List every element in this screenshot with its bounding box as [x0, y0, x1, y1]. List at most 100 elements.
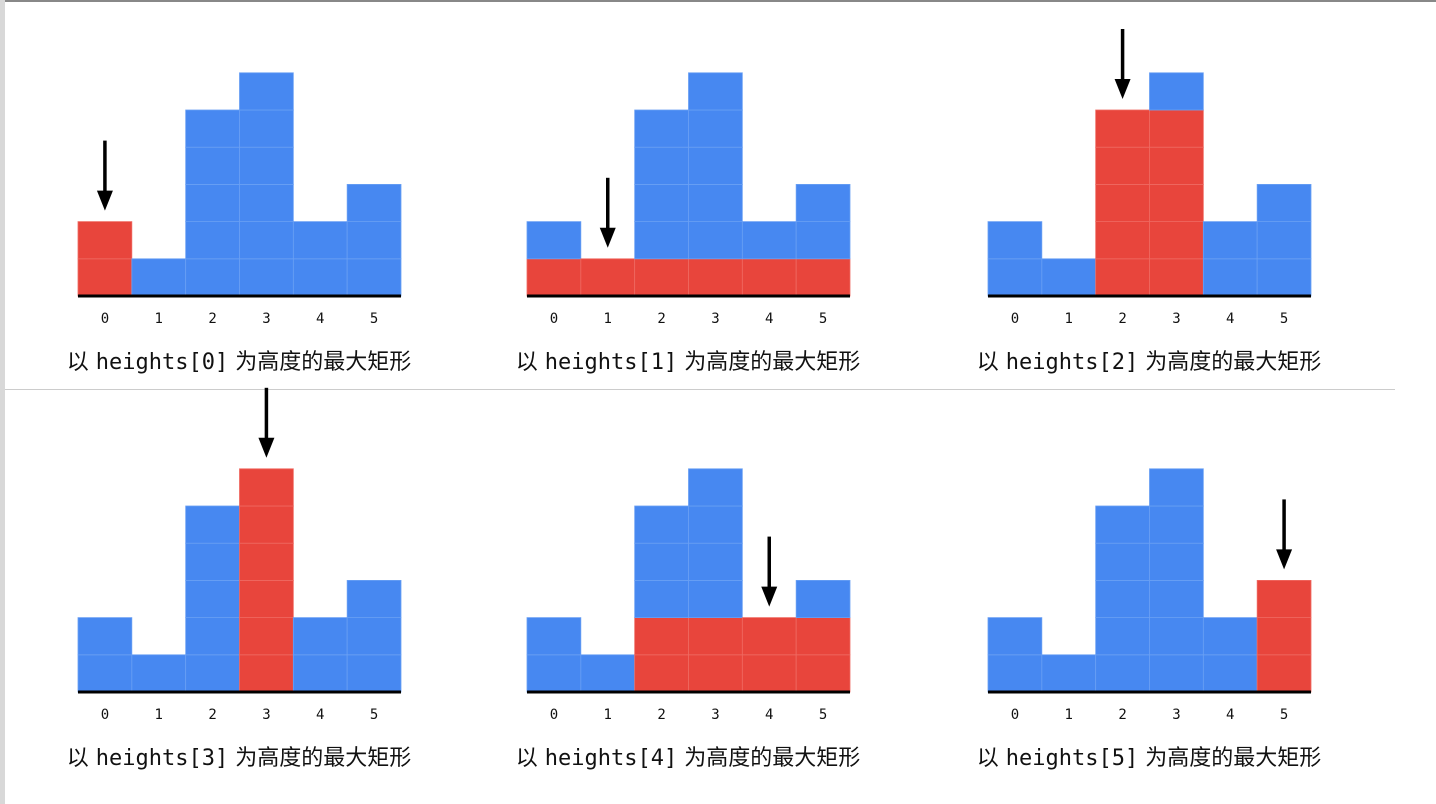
bar-cell — [77, 617, 133, 656]
bar-cell — [795, 183, 851, 222]
bar-cell — [292, 221, 348, 260]
bar-cell — [185, 617, 240, 656]
bar-cell — [1149, 542, 1204, 581]
caption-prefix: 以 — [976, 350, 1006, 375]
bar-cell — [987, 258, 1043, 297]
tick-label: 1 — [1065, 311, 1073, 327]
bar-cell — [634, 580, 689, 619]
bar-cell — [987, 654, 1043, 693]
tick-label: 4 — [316, 311, 324, 327]
caption-prefix: 以 — [66, 350, 96, 375]
highlight-cell — [1256, 654, 1312, 693]
bar-cell — [346, 580, 402, 619]
bar-cell — [526, 654, 582, 693]
bar-cell — [688, 542, 743, 581]
bar-cell — [1202, 617, 1258, 656]
bar-cell — [346, 183, 402, 222]
bar-cell — [688, 109, 743, 148]
panel-caption: 以 heights[0] 为高度的最大矩形 — [29, 344, 449, 376]
bar-cell — [239, 221, 294, 260]
bar-cell — [1041, 258, 1097, 297]
highlight-cell — [1095, 183, 1150, 222]
tick-label: 4 — [765, 311, 773, 327]
bar-cell — [987, 617, 1043, 656]
bar-cell — [1149, 72, 1204, 111]
panel-caption: 以 heights[3] 为高度的最大矩形 — [29, 740, 449, 772]
caption-prefix: 以 — [976, 746, 1006, 771]
highlight-cell — [580, 258, 636, 297]
bar-cell — [77, 654, 133, 693]
bar-cell — [634, 221, 689, 260]
highlight-cell — [77, 258, 133, 297]
bar-cell — [292, 617, 348, 656]
highlight-cell — [634, 617, 689, 656]
tick-label: 4 — [1226, 311, 1234, 327]
arrow-head-icon — [1276, 549, 1293, 570]
bar-cell — [987, 221, 1043, 260]
caption-prefix: 以 — [66, 746, 96, 771]
bar-cell — [1202, 654, 1258, 693]
highlight-cell — [688, 654, 743, 693]
bar-cell — [185, 109, 240, 148]
tick-label: 2 — [1118, 311, 1126, 327]
bar-cell — [688, 72, 743, 111]
caption-suffix: 为高度的最大矩形 — [677, 746, 861, 771]
highlight-cell — [1095, 109, 1150, 148]
bar-cell — [741, 221, 797, 260]
bar-cell — [634, 183, 689, 222]
bar-cell — [1149, 617, 1204, 656]
bar-cell — [688, 580, 743, 619]
highlight-cell — [1095, 146, 1150, 185]
highlight-cell — [795, 617, 851, 656]
tick-label: 0 — [1011, 707, 1019, 723]
highlight-cell — [1095, 221, 1150, 260]
highlight-cell — [239, 654, 294, 693]
bar-cell — [688, 505, 743, 544]
bar-cell — [239, 258, 294, 297]
bar-cell — [1202, 258, 1258, 297]
bar-cell — [688, 468, 743, 507]
bar-cell — [1095, 505, 1150, 544]
bar-cell — [185, 221, 240, 260]
bar-cell — [1149, 468, 1204, 507]
tick-label: 0 — [550, 707, 558, 723]
bar-cell — [185, 542, 240, 581]
tick-label: 2 — [657, 707, 665, 723]
tick-label: 1 — [155, 311, 163, 327]
bar-cell — [131, 258, 187, 297]
highlight-cell — [688, 617, 743, 656]
bar-cell — [185, 580, 240, 619]
tick-label: 2 — [1118, 707, 1126, 723]
tick-label: 3 — [711, 707, 719, 723]
highlight-cell — [795, 654, 851, 693]
tick-label: 1 — [1065, 707, 1073, 723]
bar-cell — [292, 258, 348, 297]
highlight-cell — [1149, 109, 1204, 148]
arrow-head-icon — [96, 190, 113, 211]
bar-cell — [634, 542, 689, 581]
highlight-cell — [239, 505, 294, 544]
highlight-cell — [1256, 617, 1312, 656]
tick-label: 4 — [1226, 707, 1234, 723]
bar-cell — [688, 183, 743, 222]
bar-cell — [1095, 617, 1150, 656]
highlight-cell — [526, 258, 582, 297]
bar-cell — [634, 505, 689, 544]
bar-cell — [688, 221, 743, 260]
bar-cell — [131, 654, 187, 693]
caption-suffix: 为高度的最大矩形 — [677, 350, 861, 375]
panel-caption: 以 heights[4] 为高度的最大矩形 — [478, 740, 898, 772]
arrow-head-icon — [1114, 79, 1131, 99]
bar-cell — [185, 654, 240, 693]
tick-label: 0 — [101, 707, 109, 723]
caption-suffix: 为高度的最大矩形 — [1138, 350, 1322, 375]
bar-cell — [526, 221, 582, 260]
tick-label: 3 — [262, 311, 270, 327]
tick-label: 2 — [208, 311, 216, 327]
left-window-edge — [0, 0, 5, 804]
panel-caption: 以 heights[2] 为高度的最大矩形 — [939, 344, 1359, 376]
highlight-cell — [634, 258, 689, 297]
caption-suffix: 为高度的最大矩形 — [228, 746, 412, 771]
panel-caption: 以 heights[1] 为高度的最大矩形 — [478, 344, 898, 376]
